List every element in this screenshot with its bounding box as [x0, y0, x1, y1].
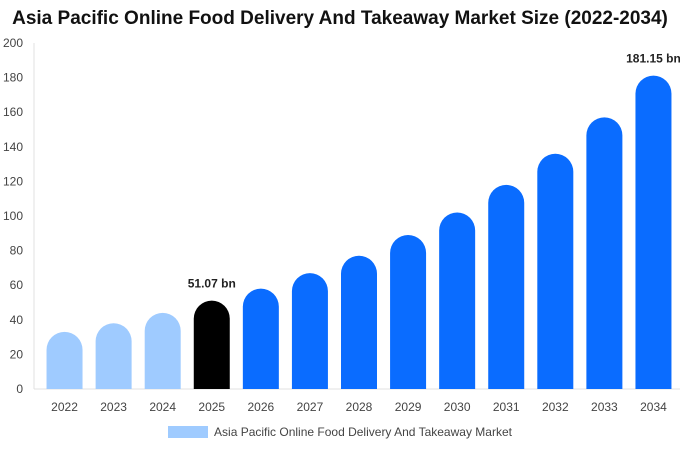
x-tick-label: 2033 [591, 400, 618, 414]
y-tick-label: 80 [10, 244, 24, 258]
y-tick-label: 20 [10, 347, 24, 361]
y-tick-label: 100 [3, 209, 23, 223]
x-tick-label: 2026 [247, 400, 274, 414]
bar-2033 [586, 117, 623, 389]
x-tick-label: 2032 [542, 400, 569, 414]
data-labels: 51.07 bn 181.15 bn [188, 52, 680, 291]
x-tick-label: 2023 [100, 400, 127, 414]
bar-2022 [46, 331, 83, 389]
data-label-2025: 51.07 bn [188, 277, 236, 291]
bar-2029 [390, 235, 427, 389]
bar-2032 [537, 153, 574, 389]
x-axis: 2022 2023 2024 2025 2026 2027 2028 2029 2030 2031… [34, 388, 680, 414]
y-tick-label: 0 [16, 382, 23, 396]
bar-2028 [341, 255, 377, 389]
bar-2027 [291, 273, 328, 389]
x-tick-label: 2030 [444, 400, 471, 414]
y-tick-label: 60 [10, 278, 24, 292]
bar-2031 [488, 184, 525, 389]
y-tick-label: 40 [10, 313, 24, 327]
y-tick-label: 200 [3, 36, 23, 50]
bars [46, 75, 672, 389]
x-tick-label: 2025 [198, 400, 225, 414]
legend-label: Asia Pacific Online Food Delivery And Ta… [214, 425, 512, 439]
x-tick-label: 2028 [346, 400, 373, 414]
x-tick-label: 2027 [297, 400, 324, 414]
y-axis: 0 20 40 60 80 100 120 140 160 180 200 [3, 36, 35, 396]
chart-title: Asia Pacific Online Food Delivery And Ta… [12, 8, 668, 29]
legend-swatch [168, 426, 209, 438]
x-tick-label: 2022 [51, 400, 78, 414]
x-tick-label: 2024 [149, 400, 176, 414]
bar-2026 [242, 288, 279, 389]
bar-2025 [193, 300, 230, 389]
y-tick-label: 160 [3, 105, 23, 119]
x-tick-label: 2034 [640, 400, 667, 414]
bar-2024 [144, 312, 181, 389]
x-tick-label: 2031 [493, 400, 520, 414]
legend: Asia Pacific Online Food Delivery And Ta… [0, 425, 680, 439]
x-tick-label: 2029 [395, 400, 422, 414]
y-tick-label: 140 [3, 140, 23, 154]
y-tick-label: 120 [3, 174, 23, 188]
bar-2023 [95, 323, 132, 389]
data-label-2034: 181.15 bn [626, 52, 680, 66]
bar-2034 [635, 75, 672, 389]
bar-2030 [439, 212, 476, 389]
y-tick-label: 180 [3, 71, 23, 85]
